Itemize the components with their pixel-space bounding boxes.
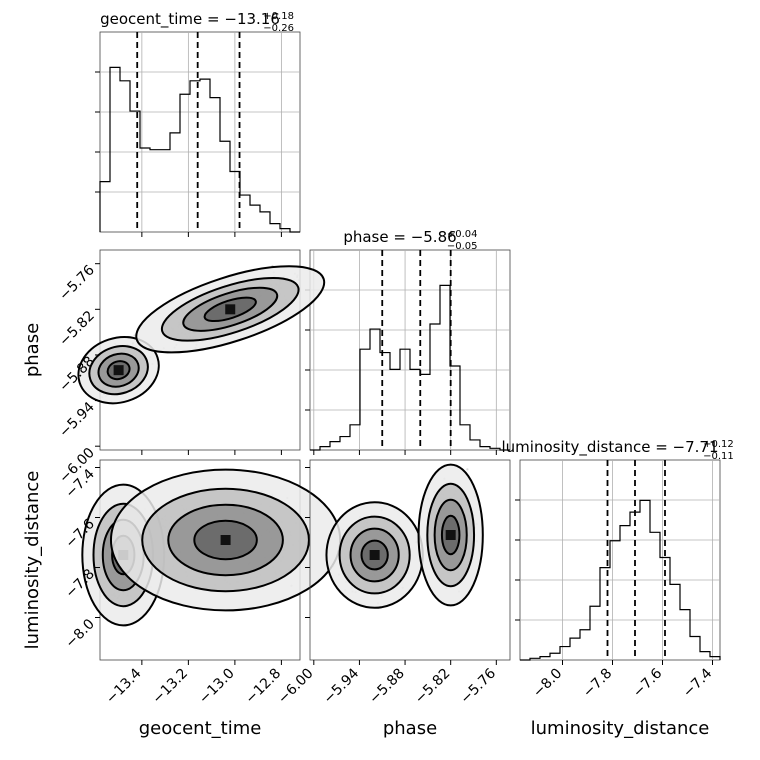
y-tick-label: −8.0 [63, 616, 98, 651]
histogram-step-geocent_time [99, 66, 300, 233]
contour-line [182, 286, 279, 332]
contour-line [349, 527, 400, 583]
hist-panel-luminosity_distance: luminosity_distance = −7.71+0.12−0.11 [501, 438, 734, 665]
histogram-step-luminosity_distance [520, 499, 721, 661]
contour-line [77, 336, 160, 405]
contour-line [417, 463, 484, 607]
sample-point [466, 468, 469, 471]
contour-line [193, 519, 258, 561]
x-axis-label-phase: phase [383, 718, 437, 739]
x-tick-label: −5.88 [366, 666, 408, 708]
title-plus-error: +0.12 [703, 439, 734, 450]
y-tick-label: −5.94 [56, 399, 98, 441]
contour-line [97, 352, 140, 388]
title-minus-error: −0.11 [703, 451, 734, 462]
title-minus-error: −0.26 [263, 23, 294, 34]
y-axis-label-luminosity_distance: luminosity_distance [22, 471, 43, 650]
x-tick-label: −8.0 [530, 666, 565, 701]
contour-line [440, 514, 461, 556]
y-axis-label-phase: phase [22, 323, 43, 377]
x-tick-label: −13.2 [150, 666, 192, 708]
y-tick-label: −5.76 [56, 262, 98, 304]
hist-panel-geocent_time: geocent_time = −13.16+0.18−0.26 [95, 10, 301, 237]
density-peak [225, 304, 236, 315]
x-tick-label: −7.6 [630, 665, 665, 700]
title-phase: phase = −5.86 [343, 228, 456, 246]
y-tick-label: −5.82 [56, 308, 98, 350]
density-peak [220, 535, 231, 545]
x-axis-label-geocent_time: geocent_time [139, 718, 262, 739]
density-frame [309, 459, 511, 661]
contour-line [88, 345, 149, 396]
density-panel-geocent_time-phase [77, 249, 326, 455]
title-minus-error: −0.05 [447, 241, 478, 252]
density-panel-phase-luminosity_distance [305, 459, 511, 665]
x-tick-label: −5.82 [412, 666, 454, 708]
contour-line [433, 498, 468, 572]
hist-panel-phase: phase = −5.86+0.04−0.05 [305, 228, 511, 455]
histogram-step-phase [310, 284, 510, 451]
title-plus-error: +0.04 [447, 229, 478, 240]
contour-line [338, 515, 411, 595]
x-tick-label: −6.00 [275, 666, 317, 708]
x-tick-label: −5.76 [457, 665, 499, 707]
x-tick-label: −5.94 [321, 665, 363, 707]
density-peak [113, 365, 124, 376]
density-peak [369, 550, 380, 560]
contour-line [426, 482, 476, 588]
density-panel-geocent_time-luminosity_distance [81, 459, 342, 665]
contour-line [160, 276, 300, 342]
x-axis-label-luminosity_distance: luminosity_distance [531, 718, 710, 739]
hist-frame-geocent_time [99, 31, 301, 233]
hist-frame-phase [309, 249, 511, 451]
contour-line [203, 296, 257, 323]
contour-line [360, 539, 389, 571]
x-tick-label: −7.4 [680, 665, 715, 700]
contour-line [141, 487, 310, 593]
x-tick-label: −13.0 [196, 666, 238, 708]
contour-line [106, 360, 131, 381]
x-tick-label: −7.8 [580, 666, 615, 701]
title-plus-error: +0.18 [263, 11, 294, 22]
title-geocent_time: geocent_time = −13.16 [100, 10, 280, 29]
density-peak [445, 530, 456, 540]
hist-frame-luminosity_distance [519, 459, 721, 661]
title-luminosity_distance: luminosity_distance = −7.71 [501, 438, 718, 457]
contour-line [135, 265, 326, 354]
x-tick-label: −12.8 [243, 666, 285, 708]
contour-line [167, 503, 284, 577]
x-tick-label: −13.4 [103, 665, 145, 707]
sample-point [133, 334, 136, 337]
